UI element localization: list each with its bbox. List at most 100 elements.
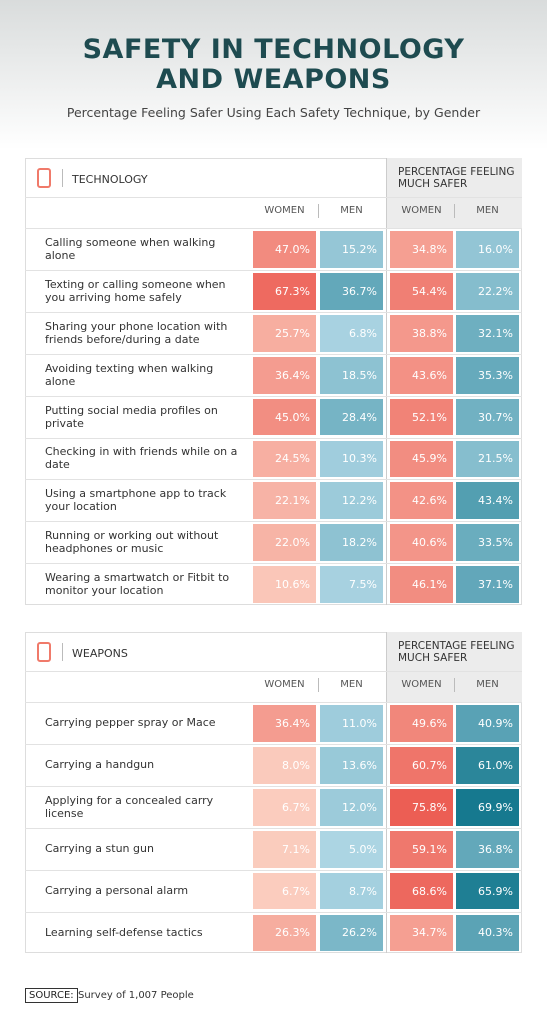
cell: 45.9% (390, 440, 453, 478)
cell: 40.9% (456, 705, 519, 742)
row-rule (25, 563, 522, 565)
cell: 52.1% (390, 398, 453, 436)
col-sep (318, 204, 319, 218)
row-label: Avoiding texting when walking alone (45, 361, 214, 388)
cell: 43.4% (456, 482, 519, 520)
row-label: Learning self-defense tactics (45, 925, 203, 939)
column-header: MEN (476, 205, 499, 216)
cell: 13.6% (320, 746, 383, 784)
cell: 36.4% (253, 705, 316, 742)
row-rule (25, 269, 522, 271)
cell: 69.9% (456, 788, 519, 826)
cell: 65.9% (456, 872, 519, 910)
cell: 38.8% (390, 314, 453, 352)
row-label: Texting or calling someone when you arri… (45, 277, 226, 304)
row-rule (25, 743, 522, 745)
row-rule (25, 479, 522, 481)
column-header: WOMEN (264, 205, 305, 216)
cell: 7.1% (253, 830, 316, 868)
section-name: WEAPONS (72, 647, 128, 660)
cell: 12.0% (320, 788, 383, 826)
col-sep (454, 678, 455, 692)
cell: 15.2% (320, 231, 383, 268)
title: SAFETY IN TECHNOLOGY (82, 34, 465, 65)
row-rule (25, 785, 522, 787)
cell: 30.7% (456, 398, 519, 436)
cell: 26.3% (253, 914, 316, 952)
cell: 21.5% (456, 440, 519, 478)
column-header: WOMEN (401, 205, 442, 216)
icon-sep (62, 643, 63, 661)
cell: 42.6% (390, 482, 453, 520)
cell: 5.0% (320, 830, 383, 868)
cell: 28.4% (320, 398, 383, 436)
header-rule (25, 671, 522, 672)
title: AND WEAPONS (156, 64, 391, 95)
divider (386, 158, 387, 606)
background (0, 0, 547, 150)
row-label: Using a smartphone app to track your loc… (45, 487, 227, 514)
row-label: Calling someone when walking alone (45, 235, 216, 262)
column-header: WOMEN (264, 679, 305, 690)
cell: 8.7% (320, 872, 383, 910)
cell: 54.4% (390, 272, 453, 310)
cell: 43.6% (390, 356, 453, 394)
section-name: TECHNOLOGY (72, 173, 148, 186)
column-header: WOMEN (401, 679, 442, 690)
row-label: Carrying pepper spray or Mace (45, 716, 216, 730)
cell: 36.4% (253, 356, 316, 394)
row-label: Applying for a concealed carry license (45, 793, 214, 820)
cell: 7.5% (320, 566, 383, 604)
source-text: Survey of 1,007 People (78, 990, 194, 1001)
row-rule (25, 353, 522, 355)
row-rule (25, 911, 522, 913)
cell: 49.6% (390, 705, 453, 742)
cell: 25.7% (253, 314, 316, 352)
row-rule (25, 437, 522, 439)
group-header: PERCENTAGE FEELING MUCH SAFER (398, 640, 515, 664)
cell: 22.2% (456, 272, 519, 310)
cell: 45.0% (253, 398, 316, 436)
icon-sep (62, 169, 63, 187)
cell: 34.7% (390, 914, 453, 952)
header-rule (25, 197, 522, 198)
column-header: MEN (340, 205, 363, 216)
column-header: MEN (476, 679, 499, 690)
cell: 35.3% (456, 356, 519, 394)
cell: 60.7% (390, 746, 453, 784)
cell: 22.0% (253, 524, 316, 562)
cell: 68.6% (390, 872, 453, 910)
row-label: Wearing a smartwatch or Fitbit to monito… (45, 571, 230, 598)
cell: 8.0% (253, 746, 316, 784)
cell: 32.1% (456, 314, 519, 352)
cell: 18.2% (320, 524, 383, 562)
column-header: MEN (340, 679, 363, 690)
icon (37, 642, 51, 662)
cell: 61.0% (456, 746, 519, 784)
row-label: Putting social media profiles on private (45, 403, 218, 430)
cell: 6.7% (253, 872, 316, 910)
subtitle: Percentage Feeling Safer Using Each Safe… (66, 105, 481, 120)
cell: 40.3% (456, 914, 519, 952)
cell: 10.6% (253, 566, 316, 604)
cell: 36.8% (456, 830, 519, 868)
cell: 26.2% (320, 914, 383, 952)
cell: 18.5% (320, 356, 383, 394)
icon (37, 168, 51, 188)
col-sep (454, 204, 455, 218)
cell: 10.3% (320, 440, 383, 478)
group-header: PERCENTAGE FEELING MUCH SAFER (398, 166, 515, 190)
cell: 12.2% (320, 482, 383, 520)
row-label: Carrying a handgun (45, 758, 155, 772)
cell: 24.5% (253, 440, 316, 478)
row-label: Checking in with friends while on a date (45, 445, 238, 472)
row-rule (25, 311, 522, 313)
cell: 47.0% (253, 231, 316, 268)
source-label: SOURCE: (25, 988, 78, 1003)
cell: 16.0% (456, 231, 519, 268)
cell: 40.6% (390, 524, 453, 562)
divider (386, 632, 387, 954)
row-rule (25, 228, 522, 229)
cell: 11.0% (320, 705, 383, 742)
cell: 6.8% (320, 314, 383, 352)
